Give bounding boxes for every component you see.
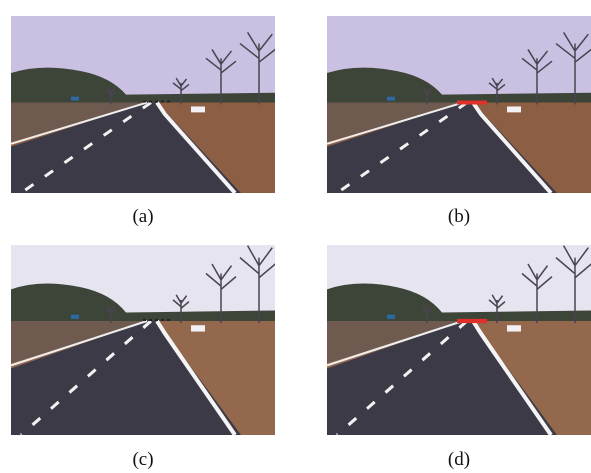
- detected-marker: [457, 319, 487, 323]
- caption: (c): [11, 449, 275, 471]
- photo-c: [11, 245, 275, 435]
- caption: (d): [327, 449, 591, 471]
- sign: [387, 315, 395, 319]
- figure: (a) (b) (c) (d) (() => { const data = JS…: [0, 0, 591, 473]
- barrier: [191, 106, 205, 112]
- barrier: [507, 325, 521, 331]
- caption: (a): [11, 206, 275, 228]
- barrier: [507, 106, 521, 112]
- sign: [387, 97, 395, 101]
- barrier: [191, 325, 205, 331]
- sign: [71, 315, 79, 319]
- photo-b: [327, 16, 591, 193]
- photo-d: [327, 245, 591, 435]
- caption: (b): [327, 206, 591, 228]
- photo-a: [11, 16, 275, 193]
- detected-marker: [457, 101, 487, 105]
- sign: [71, 97, 79, 101]
